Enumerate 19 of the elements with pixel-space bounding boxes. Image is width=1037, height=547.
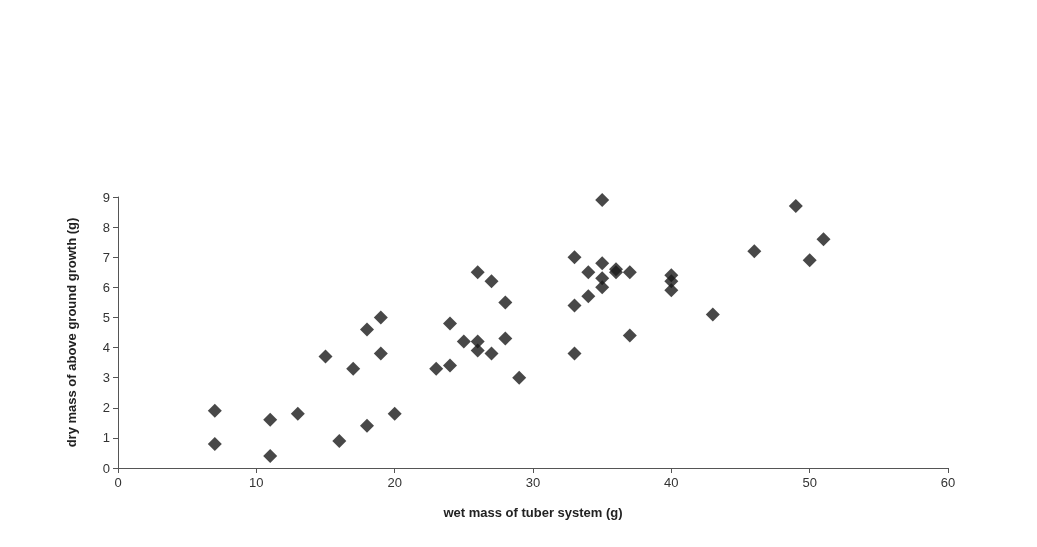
y-tick-label: 5 bbox=[102, 309, 110, 325]
y-tick-label: 1 bbox=[102, 430, 110, 446]
y-tick-label: 9 bbox=[102, 189, 110, 205]
y-axis-title: dry mass of above ground growth (g) bbox=[64, 217, 79, 448]
x-tick-label: 10 bbox=[249, 475, 264, 490]
x-tick-label: 30 bbox=[525, 475, 541, 490]
x-tick-label: 20 bbox=[387, 475, 402, 490]
y-tick-label: 2 bbox=[102, 400, 110, 416]
y-tick-label: 3 bbox=[102, 370, 110, 386]
x-tick-label: 60 bbox=[940, 475, 956, 490]
x-axis-title: wet mass of tuber system (g) bbox=[442, 505, 623, 520]
x-tick-label: 0 bbox=[114, 475, 122, 490]
x-tick-label: 40 bbox=[664, 475, 679, 490]
x-tick-label: 50 bbox=[802, 475, 817, 490]
y-tick-label: 8 bbox=[102, 219, 110, 235]
y-tick-label: 4 bbox=[102, 340, 110, 356]
y-tick-label: 7 bbox=[102, 249, 110, 265]
y-tick-label: 6 bbox=[102, 279, 110, 295]
y-tick-label: 0 bbox=[102, 460, 110, 476]
